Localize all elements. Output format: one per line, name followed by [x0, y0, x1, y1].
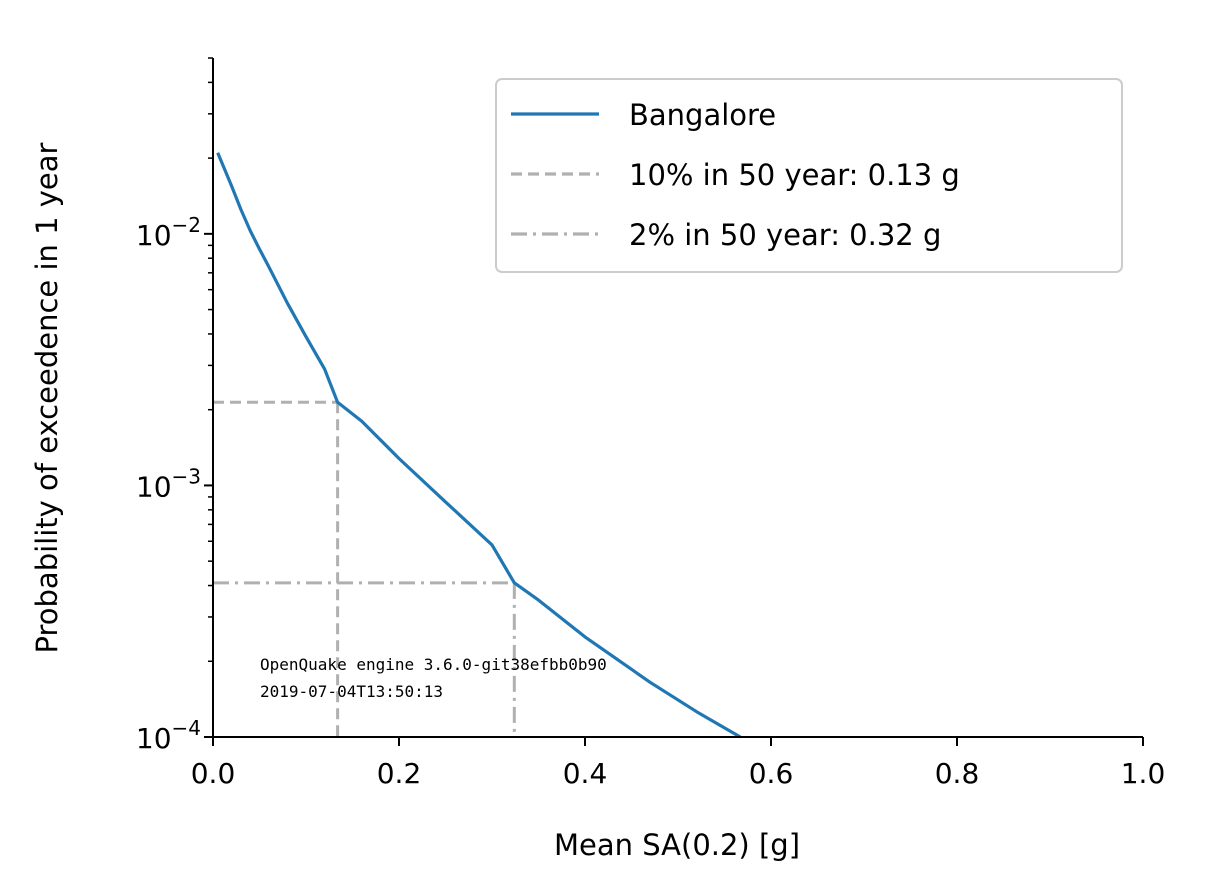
y-tick-label-exponent: −2	[172, 213, 201, 237]
y-tick-label-base: 10	[136, 219, 172, 252]
y-tick-label-exponent: −4	[172, 716, 201, 740]
x-tick-label: 0.6	[749, 757, 794, 790]
x-tick-label: 0.8	[935, 757, 980, 790]
plot-area	[213, 152, 742, 739]
y-tick-label-base: 10	[136, 722, 172, 755]
series-line-1	[216, 152, 742, 739]
legend: Bangalore 10% in 50 year: 0.13 g 2% in 50 …	[495, 78, 1123, 273]
y-tick-label: 10−4	[136, 716, 201, 755]
y-tick-label-exponent: −3	[172, 464, 201, 488]
legend-label-1: Bangalore	[629, 98, 776, 132]
y-tick-label-base: 10	[136, 470, 172, 503]
x-tick-label: 0.2	[377, 757, 422, 790]
x-tick-label: 0.0	[191, 757, 236, 790]
x-axis-label: Mean SA(0.2) [g]	[554, 828, 800, 862]
annotation-line-1: OpenQuake engine 3.6.0-git38efbb0b90	[260, 655, 607, 674]
y-tick-label: 10−3	[136, 464, 201, 503]
legend-label-2: 10% in 50 year: 0.13 g	[629, 158, 960, 192]
x-tick-label: 0.4	[563, 757, 608, 790]
axes: 0.0 0.2 0.4 0.6 0.8 1.010−410−310−2	[136, 57, 1166, 790]
y-axis-label: Probability of exceedence in 1 year	[30, 142, 64, 653]
legend-frame	[495, 78, 1123, 273]
legend-label-3: 2% in 50 year: 0.32 g	[629, 218, 941, 252]
y-tick-label: 10−2	[136, 213, 201, 252]
x-tick-label: 1.0	[1121, 757, 1166, 790]
annotation-group: OpenQuake engine 3.6.0-git38efbb0b90 201…	[260, 655, 607, 701]
annotation-line-2: 2019-07-04T13:50:13	[260, 682, 443, 701]
